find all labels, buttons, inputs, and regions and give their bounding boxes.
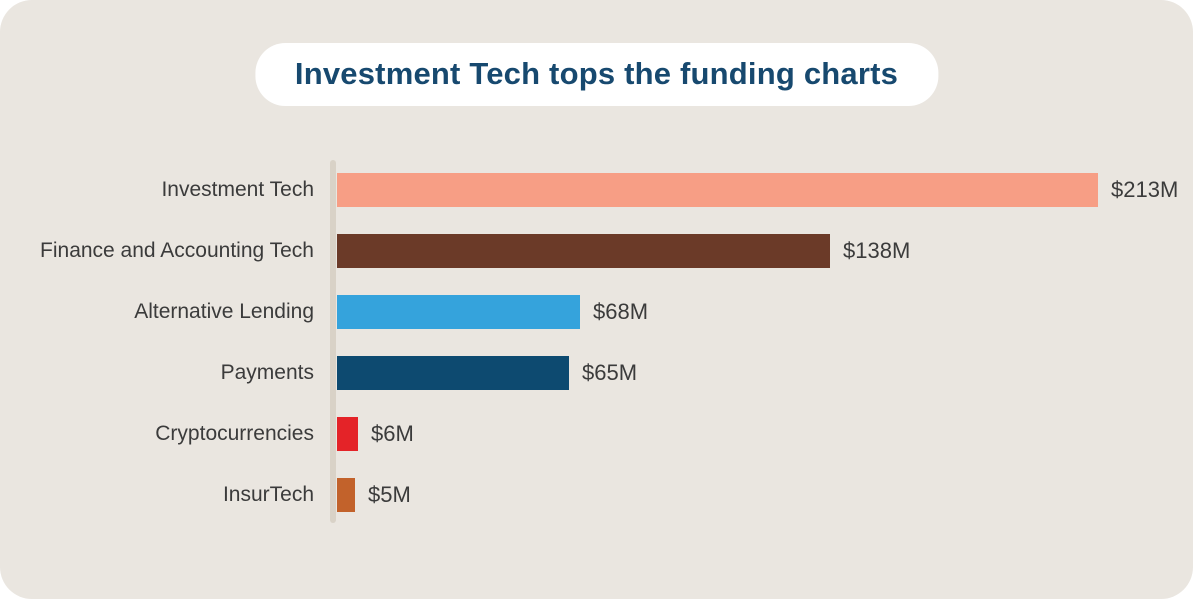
value-label: $138M [843, 238, 911, 263]
category-label: Investment Tech [161, 178, 314, 201]
value-label: $68M [593, 299, 649, 324]
bar-row: Cryptocurrencies $6M [0, 417, 1193, 451]
bar [337, 295, 580, 329]
bar [337, 417, 358, 451]
bar [337, 173, 1098, 207]
category-label: Cryptocurrencies [155, 422, 314, 445]
category-label: Finance and Accounting Tech [40, 239, 314, 262]
category-label: Alternative Lending [134, 300, 314, 323]
chart-title-pill: Investment Tech tops the funding charts [254, 43, 939, 106]
value-label: $65M [582, 360, 638, 385]
bar-row: Finance and Accounting Tech $138M [0, 234, 1193, 268]
axis-line [330, 160, 336, 523]
value-label: $6M [371, 421, 414, 446]
bar-row: Investment Tech $213M [0, 173, 1193, 207]
bar [337, 478, 355, 512]
bar [337, 356, 569, 390]
category-label: InsurTech [222, 483, 314, 506]
bar-chart: Investment Tech $213M Finance and Accoun… [0, 173, 1193, 512]
bar-row: Payments $65M [0, 356, 1193, 390]
value-label: $5M [368, 482, 411, 507]
category-label: Payments [220, 361, 314, 384]
chart-title: Investment Tech tops the funding charts [294, 56, 899, 91]
bar-row: InsurTech $5M [0, 478, 1193, 512]
value-label: $213M [1111, 177, 1179, 202]
bar-row: Alternative Lending $68M [0, 295, 1193, 329]
bar [337, 234, 830, 268]
